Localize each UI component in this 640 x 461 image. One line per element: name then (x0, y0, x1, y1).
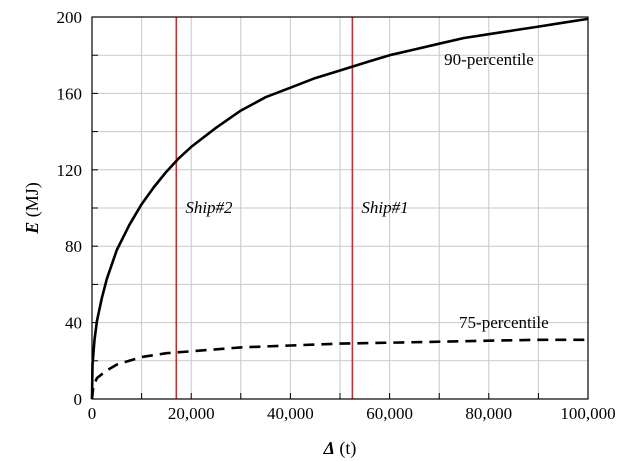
x-tick-label: 80,000 (465, 404, 512, 423)
series (90, 17, 589, 400)
plot-frame (91, 16, 589, 400)
reference-line-label: Ship#1 (361, 198, 408, 217)
x-axis-unit: (t) (339, 438, 356, 459)
x-tick-label: 100,000 (560, 404, 615, 423)
series-line (90, 17, 589, 400)
ticks (92, 54, 539, 399)
x-axis-label: Δ (t) (323, 438, 357, 459)
x-tick-label: 0 (88, 404, 97, 423)
y-tick-label: 160 (57, 84, 83, 103)
y-tick-label: 200 (57, 8, 83, 27)
x-tick-label: 20,000 (168, 404, 215, 423)
y-axis-unit: (MJ) (22, 182, 43, 217)
labels: 0 20,000 40,000 60,000 80,000 100,000 0 40 80 120… (57, 8, 616, 423)
y-tick-label: 40 (65, 314, 82, 333)
reference-line-label: Ship#2 (185, 198, 233, 217)
y-tick-label: 0 (74, 390, 83, 409)
series-line (90, 338, 588, 400)
reference-lines (175, 17, 354, 399)
grid (92, 17, 588, 399)
series-label: 90-percentile (444, 50, 534, 69)
y-axis-label: E (MJ) (22, 182, 43, 235)
series-label: 75-percentile (459, 313, 549, 332)
y-tick-label: 120 (57, 161, 83, 180)
x-axis-symbol: Δ (323, 438, 335, 458)
x-tick-label: 60,000 (366, 404, 413, 423)
y-tick-label: 80 (65, 237, 82, 256)
y-axis-symbol: E (22, 222, 42, 235)
x-tick-label: 40,000 (267, 404, 314, 423)
